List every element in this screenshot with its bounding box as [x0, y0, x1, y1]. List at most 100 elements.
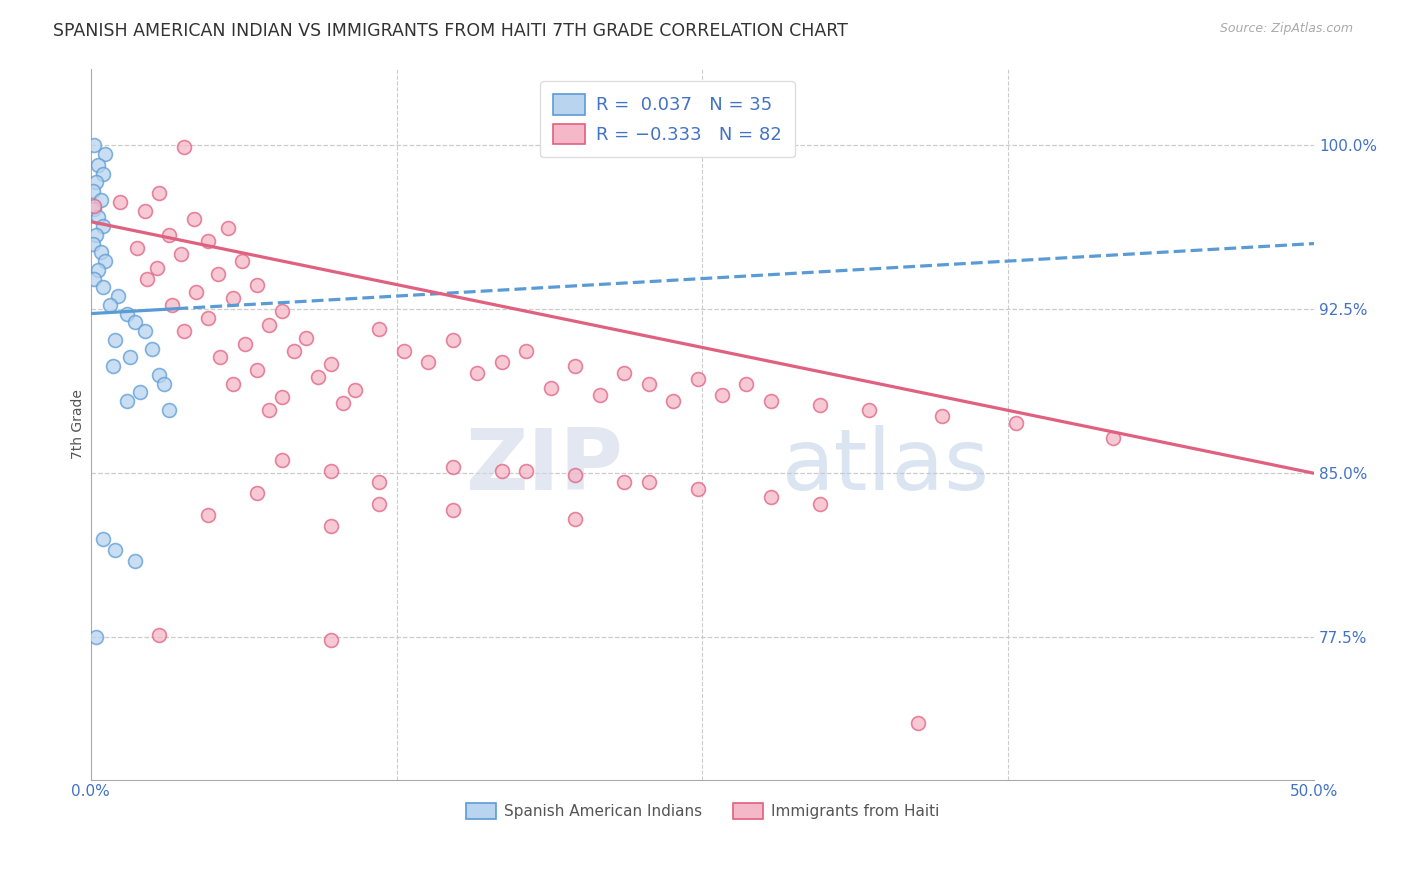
Point: [589, 387, 612, 401]
Point: [931, 409, 953, 424]
Point: [270, 390, 292, 404]
Point: [222, 376, 245, 391]
Point: [246, 486, 269, 500]
Point: [91, 532, 114, 546]
Point: [319, 357, 342, 371]
Point: [197, 310, 219, 325]
Point: [173, 324, 195, 338]
Point: [108, 194, 131, 209]
Point: [564, 468, 586, 483]
Point: [84, 631, 107, 645]
Point: [90, 193, 112, 207]
Point: [319, 464, 342, 478]
Point: [136, 271, 159, 285]
Point: [91, 280, 114, 294]
Point: [418, 355, 440, 369]
Point: [808, 399, 831, 413]
Point: [858, 402, 880, 417]
Point: [344, 383, 367, 397]
Point: [84, 227, 107, 242]
Point: [127, 241, 149, 255]
Point: [197, 508, 219, 522]
Point: [209, 351, 232, 365]
Point: [90, 245, 112, 260]
Point: [637, 475, 659, 489]
Point: [515, 464, 537, 478]
Point: [368, 322, 391, 336]
Point: [735, 376, 758, 391]
Point: [662, 394, 685, 409]
Point: [184, 285, 207, 299]
Point: [564, 512, 586, 526]
Point: [1004, 416, 1026, 430]
Point: [1102, 431, 1125, 445]
Point: [124, 554, 146, 568]
Point: [307, 370, 329, 384]
Point: [319, 518, 342, 533]
Point: [87, 262, 110, 277]
Point: [246, 363, 269, 377]
Y-axis label: 7th Grade: 7th Grade: [72, 389, 86, 459]
Point: [91, 167, 114, 181]
Point: [540, 381, 562, 395]
Point: [98, 298, 121, 312]
Point: [87, 158, 110, 172]
Point: [233, 337, 256, 351]
Point: [564, 359, 586, 373]
Text: SPANISH AMERICAN INDIAN VS IMMIGRANTS FROM HAITI 7TH GRADE CORRELATION CHART: SPANISH AMERICAN INDIAN VS IMMIGRANTS FR…: [53, 22, 848, 40]
Point: [82, 236, 104, 251]
Point: [808, 497, 831, 511]
Point: [217, 221, 239, 235]
Point: [368, 497, 391, 511]
Text: ZIP: ZIP: [465, 425, 623, 508]
Point: [491, 464, 513, 478]
Point: [118, 351, 141, 365]
Point: [613, 366, 636, 380]
Point: [83, 202, 105, 216]
Point: [515, 343, 537, 358]
Point: [84, 175, 107, 189]
Point: [117, 307, 139, 321]
Point: [170, 247, 193, 261]
Point: [259, 318, 281, 332]
Point: [637, 376, 659, 391]
Point: [141, 342, 163, 356]
Point: [83, 138, 105, 153]
Point: [441, 333, 464, 347]
Text: Source: ZipAtlas.com: Source: ZipAtlas.com: [1219, 22, 1353, 36]
Point: [94, 146, 117, 161]
Point: [83, 271, 105, 285]
Point: [134, 324, 156, 338]
Point: [467, 366, 489, 380]
Point: [332, 396, 354, 410]
Point: [107, 289, 129, 303]
Point: [207, 267, 229, 281]
Point: [491, 355, 513, 369]
Point: [295, 331, 318, 345]
Point: [148, 628, 170, 642]
Point: [613, 475, 636, 489]
Point: [104, 542, 127, 557]
Point: [392, 343, 415, 358]
Point: [368, 475, 391, 489]
Point: [128, 385, 150, 400]
Point: [907, 715, 929, 730]
Point: [101, 359, 124, 373]
Point: [183, 212, 205, 227]
Point: [153, 376, 176, 391]
Point: [270, 304, 292, 318]
Point: [759, 491, 782, 505]
Point: [148, 368, 170, 382]
Point: [91, 219, 114, 233]
Point: [157, 227, 180, 242]
Point: [222, 291, 245, 305]
Point: [157, 402, 180, 417]
Point: [441, 459, 464, 474]
Point: [148, 186, 170, 201]
Point: [231, 254, 253, 268]
Text: atlas: atlas: [782, 425, 990, 508]
Point: [759, 394, 782, 409]
Point: [270, 453, 292, 467]
Point: [134, 203, 156, 218]
Point: [441, 503, 464, 517]
